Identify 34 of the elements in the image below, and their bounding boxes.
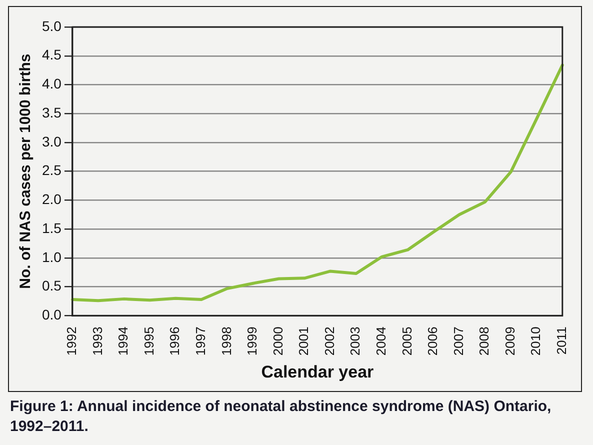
x-tick-label: 1993 [90, 326, 105, 356]
y-tick-label: 2.0 [42, 191, 62, 208]
x-tick-label: 2011 [554, 326, 569, 355]
x-tick-label: 2004 [373, 326, 388, 356]
x-axis-title: Calendar year [261, 362, 374, 382]
x-tick-label: 1992 [64, 326, 80, 356]
caption: Figure 1: Annual incidence of neonatal abstinence syndrome (NAS) Ontario, 1992–2011. [10, 397, 552, 437]
y-tick-label: 3.5 [42, 104, 62, 120]
y-tick-label: 4.5 [42, 46, 62, 63]
x-tick-label: 2000 [270, 326, 286, 356]
x-tick-label: 1996 [167, 326, 182, 356]
y-axis-title: No. of NAS cases per 1000 births [17, 54, 34, 289]
y-tick-label: 3.0 [42, 133, 62, 150]
x-tick-label: 2005 [399, 326, 414, 356]
y-tick-label: 0.5 [42, 278, 62, 294]
x-tick-label: 2006 [425, 326, 440, 356]
x-tick-label: 1994 [116, 326, 131, 356]
x-tick-label: 2008 [476, 326, 492, 356]
x-tick-label: 2002 [322, 326, 337, 356]
x-tick-label: 2009 [502, 326, 518, 356]
x-tick-label: 1999 [244, 326, 260, 356]
y-tick-label: 0.0 [42, 306, 62, 323]
x-tick-label: 2007 [450, 326, 466, 356]
y-tick-label: 5.0 [42, 18, 62, 34]
y-tick-label: 1.5 [42, 220, 62, 236]
y-tick-label: 1.0 [42, 248, 62, 265]
x-tick-label: 2001 [296, 326, 312, 356]
y-tick-label: 4.0 [42, 76, 62, 92]
x-tick-label: 1998 [218, 326, 234, 356]
x-tick-label: 1995 [141, 326, 156, 356]
x-tick-label: 2003 [348, 326, 363, 356]
x-tick-label: 2010 [528, 326, 544, 356]
y-tick-label: 2.5 [42, 162, 62, 178]
x-tick-label: 1997 [192, 326, 208, 356]
